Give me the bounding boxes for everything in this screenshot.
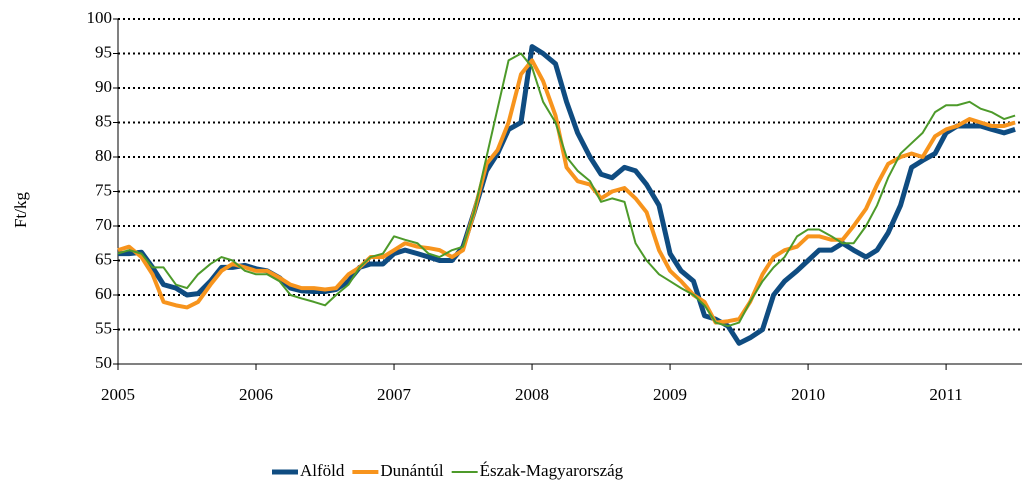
legend-label: Alföld: [300, 461, 345, 480]
series-line: [117, 58, 1016, 325]
y-tick-label: 55: [95, 318, 112, 337]
y-tick-label: 80: [95, 146, 112, 165]
x-tick-label: 2008: [515, 385, 549, 404]
y-tick-label: 85: [95, 111, 112, 130]
y-tick-label: 75: [95, 180, 112, 199]
x-tick-label: 2006: [239, 385, 273, 404]
y-tick-label: 65: [95, 249, 112, 268]
y-tick-label: 90: [95, 77, 112, 96]
x-tick-label: 2010: [791, 385, 825, 404]
legend-label: Dunántúl: [380, 461, 444, 480]
y-tick-label: 70: [95, 215, 112, 234]
y-tick-label: 50: [95, 353, 112, 372]
series-line: [117, 52, 1016, 328]
y-axis-label: Ft/kg: [11, 192, 30, 228]
x-tick-label: 2005: [101, 385, 135, 404]
y-tick-label: 95: [95, 42, 112, 61]
x-tick-label: 2011: [929, 385, 962, 404]
legend-label: Észak-Magyarország: [480, 461, 624, 480]
x-tick-label: 2009: [653, 385, 687, 404]
x-tick-label: 2007: [377, 385, 412, 404]
y-tick-label: 100: [87, 8, 113, 27]
y-tick-label: 60: [95, 284, 112, 303]
